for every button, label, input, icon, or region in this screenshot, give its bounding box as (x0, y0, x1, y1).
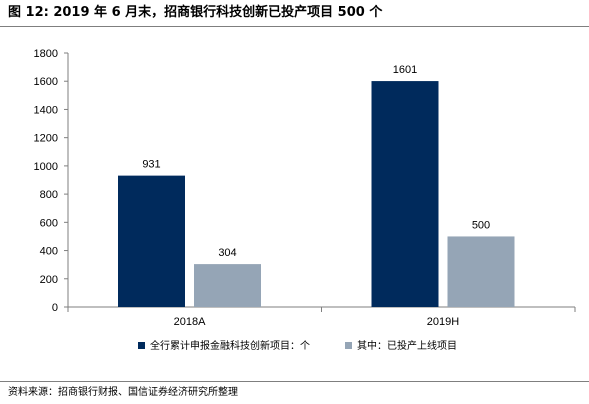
y-tick-label: 1400 (34, 104, 58, 116)
bar (118, 175, 185, 307)
data-label: 1601 (393, 64, 417, 76)
y-tick-label: 1200 (34, 133, 58, 145)
legend-swatch (345, 342, 352, 349)
y-tick-label: 400 (40, 246, 58, 258)
y-tick-label: 1000 (34, 161, 58, 173)
bar (371, 81, 439, 307)
data-label: 931 (142, 159, 160, 171)
y-tick-label: 200 (40, 274, 58, 286)
y-tick-label: 0 (52, 302, 58, 314)
source-note: 资料来源：招商银行财报、国信证券经济研究所整理 (8, 387, 238, 398)
source-rule (0, 381, 589, 382)
legend-swatch (138, 342, 145, 349)
figure-title: 图 12: 2019 年 6 月末，招商银行科技创新已投产项目 500 个 (8, 5, 383, 20)
y-tick-label: 600 (40, 217, 58, 229)
y-tick-label: 1600 (34, 76, 58, 88)
legend-label: 其中：已投产上线项目 (357, 339, 457, 352)
bar (194, 264, 261, 307)
y-tick-label: 1800 (34, 48, 58, 60)
x-tick-label: 2018A (174, 316, 206, 328)
legend-label: 全行累计申报金融科技创新项目：个 (150, 339, 310, 352)
bar (447, 236, 515, 307)
data-label: 304 (218, 247, 236, 259)
data-label: 500 (472, 219, 490, 231)
title-rule (0, 26, 589, 27)
y-tick-label: 800 (40, 189, 58, 201)
x-tick-label: 2019H (427, 316, 459, 328)
